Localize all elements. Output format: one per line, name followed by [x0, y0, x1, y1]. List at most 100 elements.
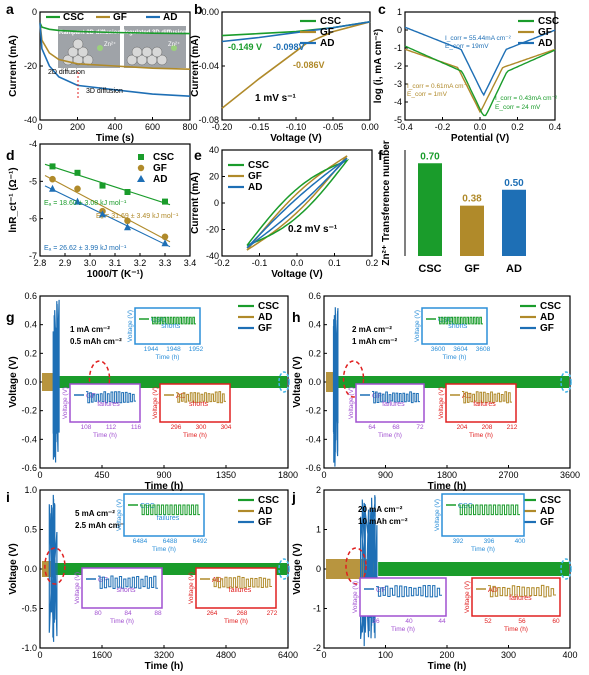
panel-i-xtick-label: 0: [37, 650, 42, 660]
panel-h-inset-note: failures: [382, 401, 405, 408]
panel-c-xtick-label: 0.2: [511, 122, 524, 132]
panel-g-inset-note: failures: [97, 401, 120, 408]
panel-d-ytick-label: -4: [29, 139, 37, 149]
panel-i-inset-xtick: 6488: [163, 538, 178, 545]
panel-g-inset-ylabel: Voltage (V): [127, 310, 134, 342]
panel-g-xtick-label: 1800: [278, 470, 298, 480]
panel-a-inset-sphere: [151, 46, 163, 58]
panel-i-inset-xlabel: Time (h): [152, 546, 176, 553]
panel-label-g: g: [6, 309, 15, 325]
panel-j-inset-trace: [458, 504, 520, 516]
panel-i-inset-trace: [212, 575, 272, 589]
panel-j-ytick-label: 0: [316, 564, 321, 574]
panel-j-inset-xtick: 392: [453, 538, 464, 545]
panel-i-inset-xtick: 6492: [193, 538, 208, 545]
panel-h-inset-ylabel: Voltage (V): [348, 387, 355, 419]
panel-i-ytick-label: -0.5: [21, 604, 37, 614]
panel-h-series-GF: [332, 307, 339, 467]
panel-d-fit-AD: [44, 185, 171, 248]
panel-h-inset-AD: [445, 383, 517, 423]
panel-i-ytick-label: 0.5: [24, 525, 37, 535]
panel-d-fit-CSC: [44, 163, 171, 206]
panel-e-series-AD: [246, 157, 348, 249]
panel-label-j: j: [291, 489, 296, 505]
panel-j-inset-xtick: 44: [438, 618, 446, 625]
panel-j-xtick-label: 400: [562, 650, 577, 660]
panel-j-ylabel: Voltage (V): [292, 543, 303, 594]
panel-j-inset-legend-label: CSC: [458, 503, 473, 510]
panel-c-xtick-label: 0.0: [474, 122, 487, 132]
panel-c-series-CSC: [404, 45, 556, 117]
panel-e-legend-label: AD: [248, 182, 262, 193]
panel-h-legend-label: GF: [540, 323, 554, 334]
panel-h-inset-CSC: [421, 307, 488, 345]
panel-b-ytick-label: 0.00: [201, 7, 219, 17]
panel-b-xtick-label: -0.05: [323, 122, 344, 132]
panel-i-inset-xtick: 80: [94, 610, 102, 617]
panel-c-label: E_corr = 19mV: [445, 43, 489, 50]
panel-j-inset-ylabel: Voltage (V): [352, 581, 359, 613]
panel-d-point: [99, 210, 106, 218]
panel-j-series-CSC: [378, 562, 569, 576]
panel-e-xtick-label: 0.0: [291, 258, 304, 268]
panel-j-inset-xlabel: Time (h): [471, 546, 495, 553]
panel-i-xtick-label: 3200: [154, 650, 174, 660]
panel-b-series-AD: [221, 21, 371, 43]
panel-j-inset-xtick: 56: [518, 618, 526, 625]
panel-i-legend-label: CSC: [258, 495, 279, 506]
panel-f-category-label: CSC: [418, 263, 441, 275]
panel-b-legend-label: GF: [320, 27, 334, 38]
panel-a-xtick-label: 600: [145, 122, 160, 132]
panel-h-inset-xtick: 68: [392, 424, 400, 431]
panel-g-inset-note: shorts: [161, 323, 181, 330]
panel-f-value-label: 0.70: [420, 151, 440, 162]
panel-d-ytick-label: -5: [29, 176, 37, 186]
panel-b-xtick-label: 0.00: [361, 122, 379, 132]
panel-a-inset-sphere: [156, 54, 168, 66]
panel-d-xtick-label: 3.4: [184, 258, 197, 268]
panel-d-point: [124, 223, 131, 231]
panel-j-legend-label: CSC: [540, 495, 561, 506]
panel-j-inset-ylabel: Voltage (V): [464, 581, 471, 613]
panel-a-inset-ion-label: Zn²⁺: [104, 41, 116, 48]
panel-label-a: a: [6, 1, 14, 17]
panel-a-inset-sphere: [77, 46, 89, 58]
panel-i-inset-legend-label: CSC: [140, 503, 155, 510]
panel-c-legend-label: AD: [538, 38, 552, 49]
panel-f-category-label: GF: [464, 263, 480, 275]
panel-c-legend-label: CSC: [538, 16, 559, 27]
panel-i-ytick-label: 1.0: [24, 485, 37, 495]
panel-e-ytick-label: -40: [206, 251, 219, 261]
panel-j-highlight-failure: [345, 547, 367, 585]
panel-i-inset-xtick: 272: [267, 610, 278, 617]
panel-h-ylabel: Voltage (V): [292, 356, 303, 407]
panel-j-inset-trace: [488, 584, 556, 598]
panel-h-xtick-label: 900: [378, 470, 393, 480]
panel-j-ytick-label: 1: [316, 525, 321, 535]
panel-f-value-label: 0.50: [504, 178, 524, 189]
panel-g-inset-legend-label: GF: [86, 393, 96, 400]
panel-c-ylabel: log (i, mA cm⁻²): [373, 29, 384, 103]
panel-i-inset-legend-label: GF: [98, 577, 108, 584]
panel-j-legend-label: GF: [540, 517, 554, 528]
panel-a-series-GF: [39, 22, 191, 70]
panel-i-xtick-label: 4800: [216, 650, 236, 660]
panel-g-inset-xtick: 1944: [144, 346, 159, 353]
panel-a-inset-sphere: [131, 46, 143, 58]
panel-h-highlight-failure: [342, 360, 365, 398]
panel-j-inset-xlabel: Time (h): [391, 626, 415, 633]
panel-h-inset-xtick: 208: [482, 424, 493, 431]
panel-c-ytick-label: -4: [394, 97, 402, 107]
panel-g-inset-GF: [69, 383, 141, 423]
panel-g-highlight-short: [278, 371, 290, 393]
panel-g-ytick-label: 0.4: [24, 320, 37, 330]
panel-j-xtick-label: 300: [501, 650, 516, 660]
panel-g-inset-xtick: 300: [196, 424, 207, 431]
panel-d-point: [99, 182, 106, 189]
panel-label-h: h: [292, 309, 301, 325]
panel-g-xtick-label: 1350: [216, 470, 236, 480]
panel-d-xtick-label: 3.3: [159, 258, 172, 268]
panel-g-legend-label: AD: [258, 312, 272, 323]
panel-i-inset-xtick: 264: [207, 610, 218, 617]
panel-h-inset-xlabel: Time (h): [443, 354, 467, 361]
